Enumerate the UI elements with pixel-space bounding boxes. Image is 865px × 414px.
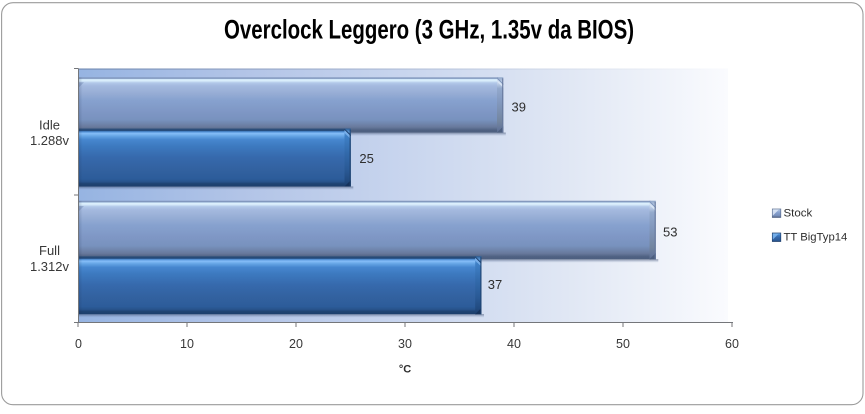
svg-text:Full: Full <box>39 243 60 258</box>
svg-text:39: 39 <box>512 99 526 114</box>
svg-text:50: 50 <box>616 337 630 351</box>
svg-text:Stock: Stock <box>784 208 813 220</box>
svg-text:37: 37 <box>488 277 502 292</box>
svg-text:60: 60 <box>725 337 739 351</box>
svg-text:30: 30 <box>398 337 412 351</box>
svg-text:Idle: Idle <box>39 117 60 132</box>
svg-text:0: 0 <box>75 337 82 351</box>
svg-text:°C: °C <box>399 364 411 376</box>
svg-text:25: 25 <box>359 151 373 166</box>
svg-text:1.312v: 1.312v <box>30 259 70 274</box>
svg-text:Overclock Leggero (3 GHz, 1.35: Overclock Leggero (3 GHz, 1.35v da BIOS) <box>224 15 634 45</box>
svg-text:1.288v: 1.288v <box>30 133 70 148</box>
svg-text:53: 53 <box>663 225 677 240</box>
svg-text:20: 20 <box>289 337 303 351</box>
svg-text:40: 40 <box>507 337 521 351</box>
svg-text:10: 10 <box>180 337 194 351</box>
svg-text:TT BigTyp14: TT BigTyp14 <box>784 231 848 243</box>
